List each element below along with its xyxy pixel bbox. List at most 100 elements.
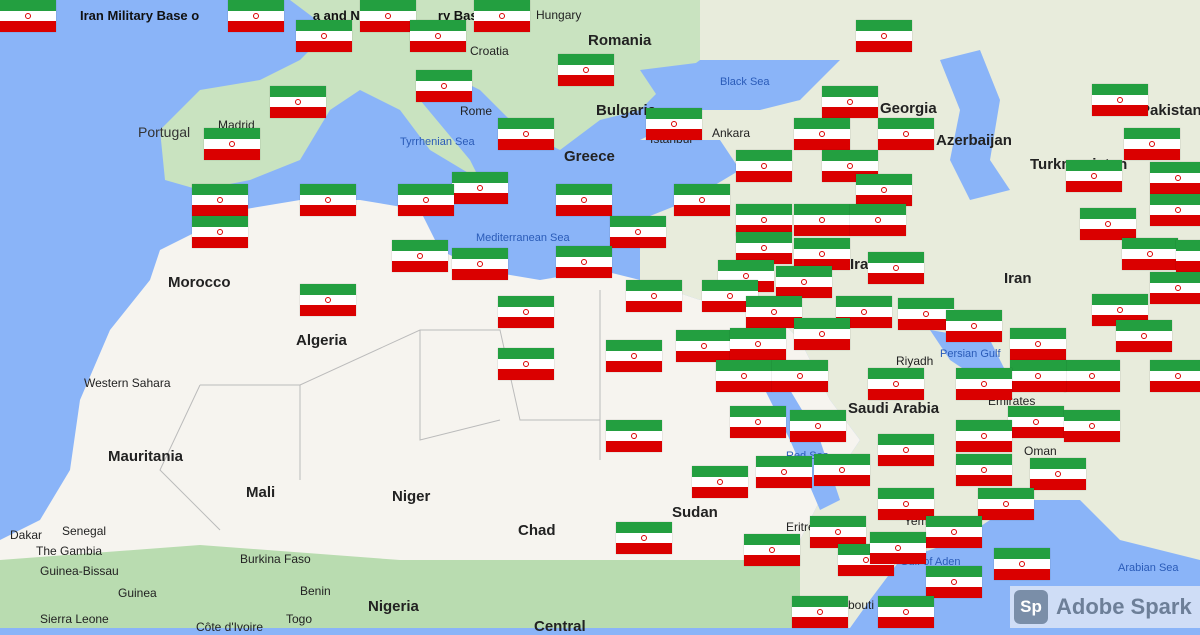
iran-flag-icon[interactable] <box>836 296 892 328</box>
iran-flag-icon[interactable] <box>716 360 772 392</box>
iran-flag-icon[interactable] <box>610 216 666 248</box>
iran-flag-icon[interactable] <box>878 488 934 520</box>
iran-flag-icon[interactable] <box>792 596 848 628</box>
iran-flag-icon[interactable] <box>1030 458 1086 490</box>
iran-flag-icon[interactable] <box>416 70 472 102</box>
iran-flag-icon[interactable] <box>398 184 454 216</box>
iran-flag-icon[interactable] <box>1066 160 1122 192</box>
iran-flag-icon[interactable] <box>452 248 508 280</box>
iran-flag-icon[interactable] <box>556 246 612 278</box>
iran-flag-icon[interactable] <box>626 280 682 312</box>
iran-flag-icon[interactable] <box>606 420 662 452</box>
iran-flag-icon[interactable] <box>956 368 1012 400</box>
iran-flag-icon[interactable] <box>822 86 878 118</box>
iran-flag-icon[interactable] <box>1150 360 1200 392</box>
iran-flag-icon[interactable] <box>1064 410 1120 442</box>
iran-flag-icon[interactable] <box>228 0 284 32</box>
iran-flag-icon[interactable] <box>850 204 906 236</box>
country-label: The Gambia <box>36 544 103 558</box>
iran-flag-icon[interactable] <box>556 184 612 216</box>
iran-flag-icon[interactable] <box>878 596 934 628</box>
iran-flag-icon[interactable] <box>746 296 802 328</box>
iran-flag-icon[interactable] <box>452 172 508 204</box>
iran-flag-icon[interactable] <box>794 238 850 270</box>
iran-flag-icon[interactable] <box>878 118 934 150</box>
iran-flag-icon[interactable] <box>1116 320 1172 352</box>
iran-flag-icon[interactable] <box>676 330 732 362</box>
iran-flag-icon[interactable] <box>392 240 448 272</box>
iran-flag-icon[interactable] <box>192 184 248 216</box>
iran-flag-icon[interactable] <box>1124 128 1180 160</box>
country-label: Azerbaijan <box>936 132 1012 149</box>
iran-flag-icon[interactable] <box>730 328 786 360</box>
country-label: Romania <box>588 32 652 49</box>
iran-flag-icon[interactable] <box>558 54 614 86</box>
iran-flag-icon[interactable] <box>730 406 786 438</box>
iran-flag-icon[interactable] <box>0 0 56 32</box>
iran-flag-icon[interactable] <box>1176 240 1200 272</box>
iran-flag-icon[interactable] <box>270 86 326 118</box>
iran-flag-icon[interactable] <box>926 566 982 598</box>
iran-flag-icon[interactable] <box>1150 194 1200 226</box>
country-label: Rome <box>460 104 493 118</box>
iran-flag-icon[interactable] <box>838 544 894 576</box>
iran-flag-icon[interactable] <box>898 298 954 330</box>
iran-flag-icon[interactable] <box>498 296 554 328</box>
iran-flag-icon[interactable] <box>192 216 248 248</box>
iran-flag-icon[interactable] <box>868 368 924 400</box>
iran-flag-icon[interactable] <box>736 204 792 236</box>
iran-flag-icon[interactable] <box>856 20 912 52</box>
iran-flag-icon[interactable] <box>956 420 1012 452</box>
iran-flag-icon[interactable] <box>1122 238 1178 270</box>
iran-flag-icon[interactable] <box>772 360 828 392</box>
iran-flag-icon[interactable] <box>300 184 356 216</box>
iran-flag-icon[interactable] <box>1092 84 1148 116</box>
iran-flag-icon[interactable] <box>870 532 926 564</box>
iran-flag-icon[interactable] <box>674 184 730 216</box>
country-label: Greece <box>564 148 615 165</box>
country-label: Bulgaria <box>596 102 657 119</box>
iran-flag-icon[interactable] <box>296 20 352 52</box>
iran-flag-icon[interactable] <box>814 454 870 486</box>
iran-flag-icon[interactable] <box>994 548 1050 580</box>
iran-flag-icon[interactable] <box>878 434 934 466</box>
iran-flag-icon[interactable] <box>692 466 748 498</box>
iran-flag-icon[interactable] <box>1150 162 1200 194</box>
iran-flag-icon[interactable] <box>794 204 850 236</box>
country-label: Sierra Leone <box>40 612 109 626</box>
iran-flag-icon[interactable] <box>868 252 924 284</box>
iran-flag-icon[interactable] <box>474 0 530 32</box>
iran-flag-icon[interactable] <box>822 150 878 182</box>
iran-flag-icon[interactable] <box>790 410 846 442</box>
iran-flag-icon[interactable] <box>794 118 850 150</box>
iran-flag-icon[interactable] <box>646 108 702 140</box>
iran-flag-icon[interactable] <box>300 284 356 316</box>
iran-flag-icon[interactable] <box>794 318 850 350</box>
iran-flag-icon[interactable] <box>1150 272 1200 304</box>
iran-flag-icon[interactable] <box>616 522 672 554</box>
iran-flag-icon[interactable] <box>498 118 554 150</box>
iran-flag-icon[interactable] <box>776 266 832 298</box>
iran-flag-icon[interactable] <box>736 150 792 182</box>
iran-flag-icon[interactable] <box>410 20 466 52</box>
iran-flag-icon[interactable] <box>606 340 662 372</box>
iran-flag-icon[interactable] <box>810 516 866 548</box>
iran-flag-icon[interactable] <box>756 456 812 488</box>
iran-flag-icon[interactable] <box>946 310 1002 342</box>
iran-flag-icon[interactable] <box>1008 406 1064 438</box>
iran-flag-icon[interactable] <box>1064 360 1120 392</box>
iran-flag-icon[interactable] <box>702 280 758 312</box>
iran-flag-icon[interactable] <box>204 128 260 160</box>
iran-flag-icon[interactable] <box>926 516 982 548</box>
iran-flag-icon[interactable] <box>744 534 800 566</box>
iran-flag-icon[interactable] <box>498 348 554 380</box>
iran-flag-icon[interactable] <box>956 454 1012 486</box>
iran-flag-icon[interactable] <box>1010 328 1066 360</box>
iran-flag-icon[interactable] <box>1080 208 1136 240</box>
iran-flag-icon[interactable] <box>856 174 912 206</box>
iran-flag-icon[interactable] <box>978 488 1034 520</box>
iran-flag-icon[interactable] <box>736 232 792 264</box>
iran-flag-icon[interactable] <box>1010 360 1066 392</box>
iran-flag-icon[interactable] <box>360 0 416 32</box>
